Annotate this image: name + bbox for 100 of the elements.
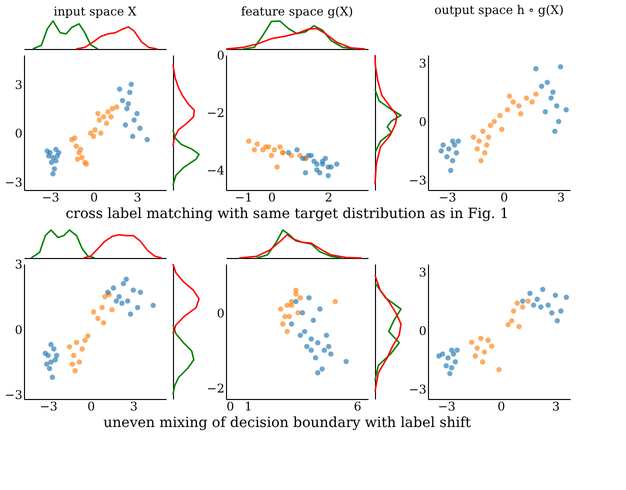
point xyxy=(344,358,349,364)
point xyxy=(105,290,110,295)
point xyxy=(558,308,564,314)
point xyxy=(95,110,101,116)
point xyxy=(298,332,303,338)
point xyxy=(450,351,456,357)
point xyxy=(263,144,268,150)
point xyxy=(278,306,284,312)
point xyxy=(308,348,314,353)
x-tick-label: 3 xyxy=(130,400,138,414)
point xyxy=(272,147,277,152)
point xyxy=(308,336,314,342)
point xyxy=(288,302,294,308)
point xyxy=(315,340,320,346)
point xyxy=(127,90,132,96)
point xyxy=(317,306,323,312)
point xyxy=(130,134,136,139)
point xyxy=(44,148,50,154)
y-tick-label: −2 xyxy=(206,381,224,396)
point xyxy=(319,366,325,372)
point xyxy=(51,346,56,352)
point xyxy=(114,298,119,304)
point xyxy=(116,86,122,92)
point xyxy=(138,290,144,295)
point xyxy=(66,344,72,350)
point xyxy=(449,347,454,353)
point xyxy=(444,154,450,160)
point xyxy=(538,84,544,89)
point xyxy=(489,344,494,349)
point xyxy=(102,294,108,300)
point xyxy=(70,362,75,367)
point xyxy=(72,368,78,374)
x-tick-label: 3 xyxy=(134,190,142,204)
point xyxy=(80,346,85,352)
y-tick-label: −2 xyxy=(206,106,224,120)
point xyxy=(524,95,530,101)
point xyxy=(482,150,488,156)
y-tick-label: 0 xyxy=(418,115,426,130)
point xyxy=(540,286,546,292)
point xyxy=(564,107,569,112)
point xyxy=(550,90,556,95)
point xyxy=(476,138,482,144)
point xyxy=(44,362,50,367)
point xyxy=(448,168,454,174)
point xyxy=(478,336,484,341)
x-tick-label: 2 xyxy=(324,190,333,204)
point xyxy=(120,98,126,104)
y-tick-label: 3 xyxy=(418,265,426,280)
point xyxy=(144,136,150,142)
point xyxy=(549,310,554,316)
point xyxy=(274,164,280,170)
point xyxy=(134,110,140,116)
point xyxy=(92,127,98,132)
point xyxy=(312,355,318,360)
point xyxy=(514,300,520,306)
point xyxy=(470,134,476,140)
point xyxy=(48,359,54,365)
point xyxy=(520,298,526,304)
point xyxy=(78,146,84,152)
point xyxy=(450,158,456,164)
point xyxy=(480,128,486,134)
point xyxy=(454,347,460,353)
point xyxy=(56,150,62,156)
point xyxy=(482,349,488,355)
point xyxy=(300,310,306,316)
point xyxy=(254,141,260,147)
point xyxy=(322,348,327,353)
point xyxy=(282,314,288,320)
x-tick-label: 0 xyxy=(268,190,276,204)
point xyxy=(529,99,535,105)
point xyxy=(288,321,294,327)
point xyxy=(126,101,131,106)
point xyxy=(294,147,300,152)
point xyxy=(53,158,59,164)
x-tick-label: −3 xyxy=(42,190,60,204)
point xyxy=(554,318,560,324)
y-tick-label: 0 xyxy=(216,306,224,320)
point xyxy=(328,351,334,357)
point xyxy=(452,359,458,364)
point xyxy=(306,295,312,300)
point xyxy=(295,310,301,316)
point xyxy=(486,134,492,140)
point xyxy=(48,160,54,165)
point xyxy=(444,363,449,368)
point xyxy=(516,324,522,330)
point xyxy=(505,322,511,328)
point xyxy=(134,304,140,310)
point xyxy=(50,171,56,176)
point xyxy=(334,162,340,167)
point xyxy=(50,374,56,380)
point xyxy=(328,164,334,170)
point xyxy=(52,166,58,172)
point xyxy=(446,146,452,152)
point xyxy=(324,332,330,338)
x-tick-label: −3 xyxy=(40,400,58,414)
text: cross label matching with same target distribution as in Fig. 1 xyxy=(66,206,509,222)
point xyxy=(317,170,322,176)
point xyxy=(509,318,514,324)
point xyxy=(315,370,320,376)
point xyxy=(516,103,522,109)
